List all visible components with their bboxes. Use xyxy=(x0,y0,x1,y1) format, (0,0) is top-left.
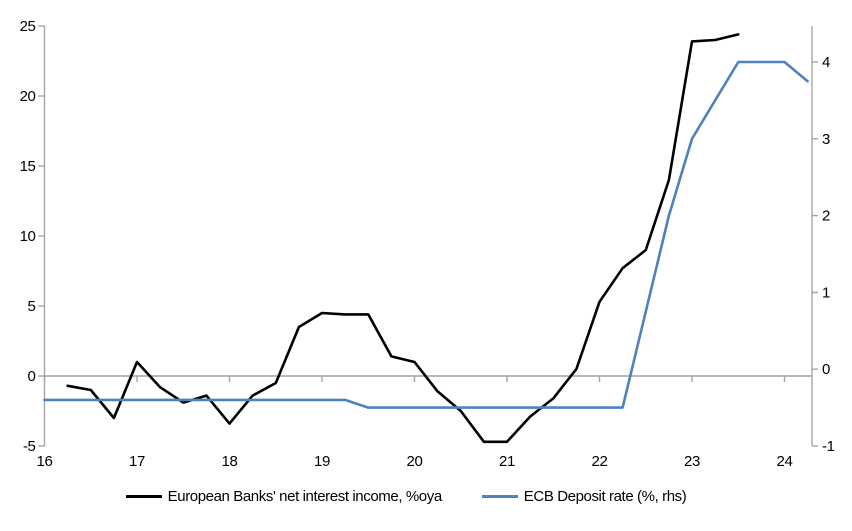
legend-label-ecb-deposit-rate: ECB Deposit rate (%, rhs) xyxy=(523,488,687,505)
left-axis-tick-label: 10 xyxy=(20,228,36,245)
left-axis-tick-label: 15 xyxy=(20,158,36,175)
net-interest-income-line xyxy=(66,33,740,444)
right-axis-tick-label: 1 xyxy=(822,284,830,301)
ecb-deposit-rate-line xyxy=(43,60,809,409)
x-axis-tick-label: 16 xyxy=(37,453,53,470)
x-axis-tick-label: 20 xyxy=(407,453,423,470)
right-axis-tick-label: 2 xyxy=(822,208,830,225)
left-axis-tick-label: -5 xyxy=(23,438,36,455)
chart-legend: European Banks' net interest income, %oy… xyxy=(0,488,812,505)
x-axis-tick-label: 18 xyxy=(222,453,238,470)
x-axis-tick-label: 24 xyxy=(777,453,793,470)
right-axis-tick-label: 4 xyxy=(822,54,830,71)
left-axis-tick-label: 20 xyxy=(20,88,36,105)
right-axis-tick-label: 3 xyxy=(822,131,830,148)
legend-item-ecb-deposit-rate: ECB Deposit rate (%, rhs) xyxy=(481,488,687,505)
x-axis-tick-label: 23 xyxy=(684,453,700,470)
right-axis-tick-label: -1 xyxy=(822,438,835,455)
left-axis-tick-label: 0 xyxy=(28,368,36,385)
x-axis-tick-label: 21 xyxy=(499,453,515,470)
x-axis-tick-label: 22 xyxy=(592,453,608,470)
left-axis-tick-label: 5 xyxy=(28,298,36,315)
x-axis-tick-label: 17 xyxy=(129,453,145,470)
legend-label-net-interest-income: European Banks' net interest income, %oy… xyxy=(167,488,443,505)
black-line-swatch-icon xyxy=(125,495,162,498)
right-axis-tick-label: 0 xyxy=(822,361,830,378)
legend-item-net-interest-income: European Banks' net interest income, %oy… xyxy=(125,488,443,505)
x-axis-tick-label: 19 xyxy=(314,453,330,470)
left-axis-tick-label: 25 xyxy=(20,18,36,35)
blue-line-swatch-icon xyxy=(481,495,518,498)
